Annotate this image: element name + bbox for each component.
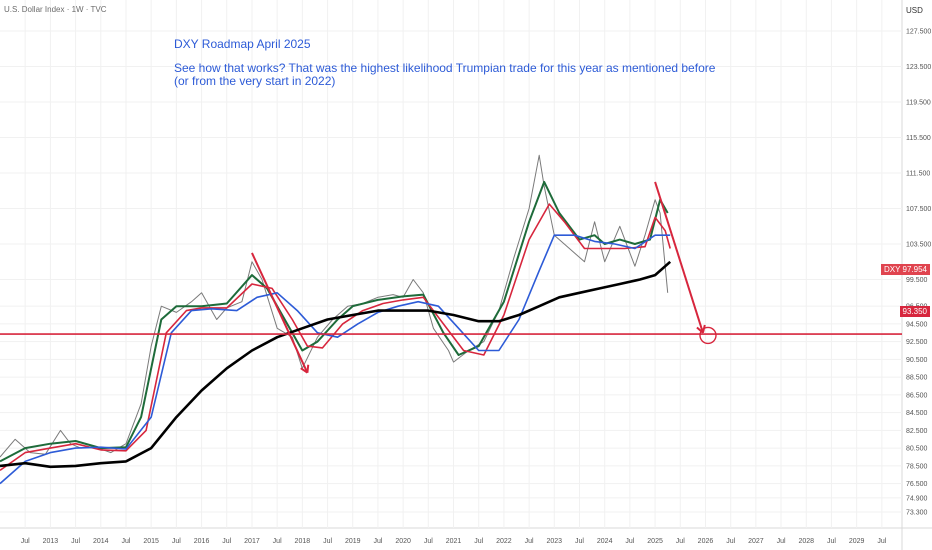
x-tick-label: Jul xyxy=(474,538,483,545)
x-tick-label: Jul xyxy=(222,538,231,545)
x-tick-label: 2016 xyxy=(194,538,210,545)
target-circle xyxy=(699,326,717,345)
x-tick-label: Jul xyxy=(726,538,735,545)
x-tick-label: Jul xyxy=(122,538,131,545)
y-tick-label: 115.500 xyxy=(906,135,931,142)
annotation-line-1[interactable]: See how that works? That was the highest… xyxy=(174,61,716,75)
arrow-2017 xyxy=(251,252,309,374)
y-tick-label: 119.500 xyxy=(906,100,931,107)
x-tick-label: Jul xyxy=(525,538,534,545)
x-tick-label: Jul xyxy=(323,538,332,545)
x-tick-label: 2025 xyxy=(647,538,663,545)
price-tag-dxy-label: DXY xyxy=(883,265,901,274)
symbol-label[interactable]: U.S. Dollar Index · 1W · TVC xyxy=(4,5,107,14)
y-tick-label: 123.500 xyxy=(906,64,931,71)
x-tick-label: Jul xyxy=(21,538,30,545)
x-tick-label: 2024 xyxy=(597,538,613,545)
y-tick-label: 74.900 xyxy=(906,495,928,502)
x-tick-label: 2014 xyxy=(93,538,109,545)
x-tick-label: Jul xyxy=(273,538,282,545)
x-tick-label: 2022 xyxy=(496,538,512,545)
annotation-title[interactable]: DXY Roadmap April 2025 xyxy=(174,37,311,51)
y-tick-label: 107.500 xyxy=(906,206,931,213)
x-tick-label: Jul xyxy=(777,538,786,545)
x-tick-label: 2028 xyxy=(798,538,814,545)
y-tick-label: 103.500 xyxy=(906,242,931,249)
annotation-line-2[interactable]: (or from the very start in 2022) xyxy=(174,74,336,88)
price-tag-level: 93.350 xyxy=(899,306,930,317)
y-tick-label: 90.500 xyxy=(906,357,928,364)
x-tick-label: 2027 xyxy=(748,538,764,545)
arrow-2017-head xyxy=(306,364,310,373)
series-ma_blue xyxy=(0,234,671,485)
series-ma_black xyxy=(0,260,672,469)
x-tick-label: Jul xyxy=(676,538,685,545)
x-tick-label: Jul xyxy=(71,538,80,545)
y-tick-label: 94.500 xyxy=(906,321,928,328)
arrow-2017-head xyxy=(300,367,308,374)
x-tick-label: Jul xyxy=(625,538,634,545)
x-tick-label: 2013 xyxy=(43,538,59,545)
chart-drawings[interactable] xyxy=(0,181,902,374)
y-tick-label: 99.500 xyxy=(906,277,928,284)
y-tick-label: 80.500 xyxy=(906,446,928,453)
x-tick-label: 2021 xyxy=(446,538,462,545)
series-ma_red xyxy=(0,203,671,471)
x-tick-label: 2020 xyxy=(395,538,411,545)
x-tick-label: Jul xyxy=(575,538,584,545)
chart-series xyxy=(0,154,672,485)
x-tick-label: 2015 xyxy=(143,538,159,545)
price-tag-dxy-value: 97.954 xyxy=(902,265,927,274)
y-tick-label: 111.500 xyxy=(906,171,930,178)
arrow-2025-head xyxy=(696,326,704,334)
time-axis[interactable]: Jul 2013 Jul 2014 Jul 2015 Jul 2016 Jul 2017 Jul 20… xyxy=(21,538,887,545)
arrow-2025 xyxy=(654,181,704,334)
series-ma_green xyxy=(0,180,669,463)
x-tick-label: 2026 xyxy=(698,538,714,545)
y-tick-label: 92.500 xyxy=(906,339,928,346)
x-tick-label: 2023 xyxy=(547,538,563,545)
y-tick-label: 82.500 xyxy=(906,428,928,435)
y-tick-label: 84.500 xyxy=(906,410,928,417)
y-tick-label: 86.500 xyxy=(906,392,928,399)
price-axis[interactable]: 127.500 123.500 119.500 115.500 111.500 107.5… xyxy=(906,29,931,517)
price-tag-dxy: DXY 97.954 xyxy=(880,264,930,275)
x-tick-label: Jul xyxy=(827,538,836,545)
x-tick-label: Jul xyxy=(373,538,382,545)
y-tick-label: 78.500 xyxy=(906,463,928,470)
x-tick-label: 2018 xyxy=(295,538,311,545)
x-tick-label: 2019 xyxy=(345,538,361,545)
x-tick-label: 2029 xyxy=(849,538,865,545)
y-tick-label: 88.500 xyxy=(906,375,928,382)
x-tick-label: Jul xyxy=(877,538,886,545)
x-tick-label: 2017 xyxy=(244,538,260,545)
x-tick-label: Jul xyxy=(424,538,433,545)
price-tag-level-value: 93.350 xyxy=(902,307,927,316)
y-tick-label: 73.300 xyxy=(906,510,928,517)
y-tick-label: 127.500 xyxy=(906,29,931,36)
y-tick-label: 76.500 xyxy=(906,481,928,488)
currency-label[interactable]: USD xyxy=(906,6,923,15)
x-tick-label: Jul xyxy=(172,538,181,545)
